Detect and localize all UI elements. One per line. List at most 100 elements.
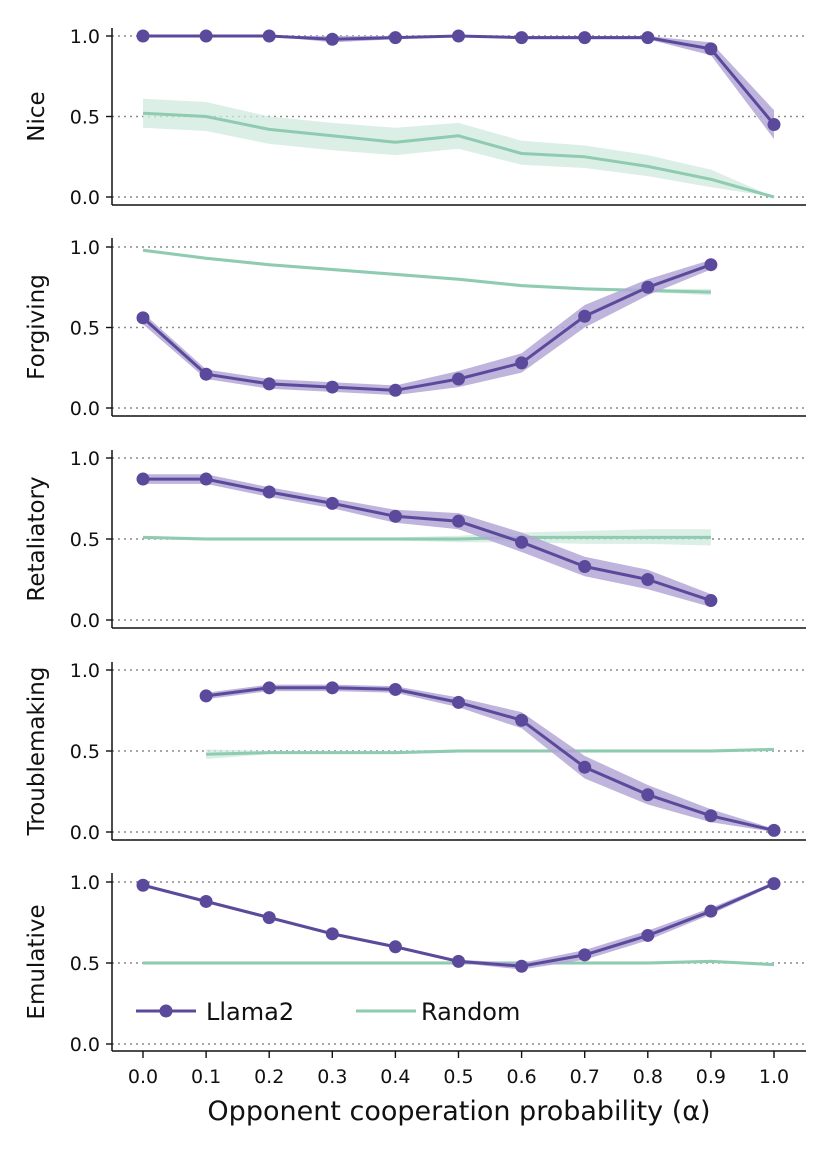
nice-random-line [142, 111, 775, 199]
xtick-label: 0.9 [696, 1066, 726, 1088]
troublemaking-llama2-point [199, 689, 213, 703]
panel-troublemaking: 0.0 0.5 1.0 Troublemaking [24, 660, 806, 844]
troublemaking-llama2-point [452, 695, 465, 709]
nice-ytick-label: 0.5 [70, 107, 100, 129]
legend: Llama2 Random [136, 998, 520, 1026]
emulative-llama2-point [325, 927, 339, 941]
emulative-llama2-point [578, 948, 592, 962]
xtick-label: 0.0 [128, 1066, 158, 1088]
nice-llama2-point [704, 42, 718, 56]
troublemaking-llama2-point [767, 823, 781, 837]
forgiving-ytick-label: 0.5 [70, 318, 100, 340]
xtick-label: 0.3 [317, 1066, 347, 1088]
troublemaking-llama2-point [641, 788, 655, 802]
forgiving-llama2-point [515, 356, 529, 370]
forgiving-llama2-band [143, 259, 711, 396]
forgiving-ytick-label: 1.0 [70, 237, 100, 259]
nice-ytick-label: 1.0 [70, 26, 100, 48]
emulative-ytick-label: 0.0 [70, 1034, 100, 1056]
forgiving-llama2-point [388, 383, 402, 397]
nice-llama2-point [199, 29, 213, 43]
retaliatory-llama2-point [388, 509, 402, 523]
emulative-llama2-point [388, 940, 402, 954]
forgiving-ytick-label: 0.0 [70, 398, 100, 420]
troublemaking-random-line [206, 747, 775, 756]
xtick-label: 1.0 [759, 1066, 789, 1088]
retaliatory-llama2-point [704, 594, 718, 608]
nice-llama2-point [325, 32, 339, 46]
nice-llama2-point [262, 29, 276, 43]
forgiving-llama2-point [262, 377, 276, 391]
retaliatory-random-line [142, 535, 711, 541]
retaliatory-llama2-point [641, 573, 655, 586]
retaliatory-ylabel: Retaliatory [24, 476, 50, 601]
x-axis-label: Opponent cooperation probability (α) [207, 1096, 710, 1127]
panel-retaliatory: 0.0 0.5 1.0 Retaliatory [24, 448, 806, 632]
troublemaking-ytick-label: 0.5 [70, 741, 100, 763]
retaliatory-llama2-point [515, 535, 529, 549]
troublemaking-llama2-band [206, 684, 775, 832]
emulative-llama2-point [262, 911, 276, 925]
xtick-label: 0.2 [254, 1066, 284, 1088]
troublemaking-ytick-label: 1.0 [70, 660, 100, 682]
forgiving-llama2-line [142, 263, 712, 392]
nice-random-band [143, 98, 774, 197]
emulative-ylabel: Emulative [24, 904, 50, 1019]
nice-llama2-point [452, 29, 465, 43]
xtick-label: 0.5 [443, 1066, 473, 1088]
retaliatory-ytick-label: 0.5 [70, 529, 100, 551]
emulative-llama2-point [452, 954, 465, 968]
nice-llama2-point [641, 31, 655, 45]
troublemaking-llama2-point [388, 682, 402, 696]
nice-llama2-point [578, 31, 592, 45]
xtick-label: 0.1 [191, 1066, 221, 1088]
nice-llama2-point [136, 29, 150, 43]
legend-random-label: Random [421, 998, 520, 1026]
xtick-label: 0.7 [570, 1066, 600, 1088]
troublemaking-llama2-line [205, 686, 775, 832]
retaliatory-ytick-label: 0.0 [70, 610, 100, 632]
troublemaking-ylabel: Troublemaking [24, 667, 50, 837]
emulative-ytick-label: 1.0 [70, 872, 100, 894]
retaliatory-llama2-point [262, 485, 276, 499]
x-axis: 0.0 0.1 0.2 0.3 0.4 0.5 0.6 0.7 0.8 0.9 1.0 [128, 1051, 789, 1088]
retaliatory-ytick-label: 1.0 [70, 448, 100, 470]
emulative-llama2-point [641, 928, 655, 942]
emulative-llama2-point [767, 877, 781, 891]
forgiving-random-line [142, 248, 711, 294]
emulative-llama2-point [704, 904, 718, 918]
troublemaking-llama2-point [515, 713, 529, 727]
troublemaking-llama2-point [578, 760, 592, 774]
nice-ytick-label: 0.0 [70, 187, 100, 209]
troublemaking-llama2-point [704, 809, 718, 823]
emulative-llama2-line [142, 882, 775, 968]
nice-ylabel: Nice [24, 91, 50, 141]
forgiving-llama2-point [704, 258, 718, 272]
panels: 0.0 0.5 1.0 Nice 0.0 0.5 1.0 Forgiving 0.0 0.5 1.0… [24, 26, 806, 1056]
retaliatory-llama2-point [325, 496, 339, 510]
forgiving-llama2-point [325, 380, 339, 394]
troublemaking-llama2-point [325, 681, 339, 695]
troublemaking-llama2-point [262, 681, 276, 695]
panel-emulative: 0.0 0.5 1.0 Emulative [24, 872, 806, 1056]
retaliatory-llama2-point [136, 472, 150, 486]
retaliatory-random-band [143, 529, 711, 546]
legend-llama2-label: Llama2 [206, 998, 294, 1026]
panel-forgiving: 0.0 0.5 1.0 Forgiving [24, 237, 806, 420]
forgiving-llama2-point [136, 311, 150, 325]
retaliatory-llama2-point [199, 472, 213, 486]
panel-nice: 0.0 0.5 1.0 Nice [24, 26, 806, 209]
troublemaking-ytick-label: 0.0 [70, 822, 100, 844]
xtick-label: 0.8 [633, 1066, 663, 1088]
emulative-llama2-band [143, 882, 774, 970]
nice-llama2-point [767, 118, 781, 132]
forgiving-llama2-point [452, 372, 465, 386]
nice-llama2-point [388, 31, 402, 45]
xtick-label: 0.4 [380, 1066, 410, 1088]
retaliatory-llama2-line [143, 477, 712, 603]
xtick-label: 0.6 [506, 1066, 536, 1088]
retaliatory-llama2-point [578, 560, 592, 574]
emulative-llama2-point [515, 959, 529, 973]
emulative-ytick-label: 0.5 [70, 953, 100, 975]
